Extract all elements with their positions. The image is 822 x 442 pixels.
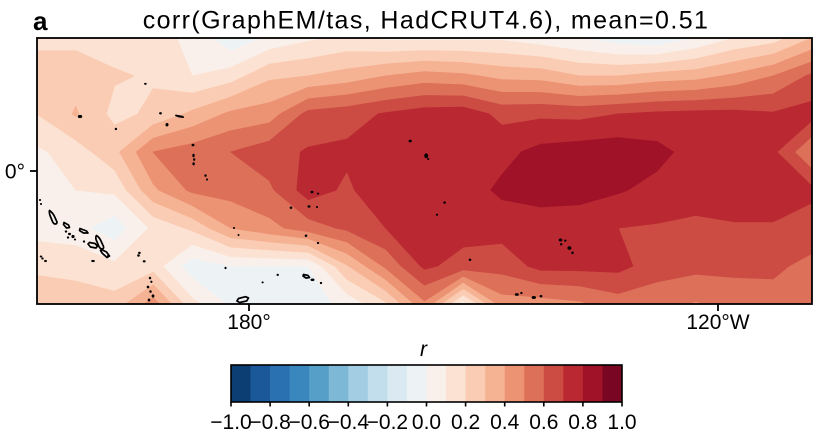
svg-text:−0.4: −0.4 (328, 411, 370, 434)
svg-text:0.4: 0.4 (490, 411, 520, 434)
svg-text:−0.6: −0.6 (288, 411, 329, 434)
svg-text:−0.8: −0.8 (249, 411, 290, 434)
svg-text:−1.0: −1.0 (210, 411, 251, 434)
svg-text:1.0: 1.0 (607, 411, 636, 434)
svg-text:0°: 0° (5, 161, 25, 184)
svg-text:−0.2: −0.2 (367, 411, 408, 434)
svg-text:corr(GraphEM/tas, HadCRUT4.6),: corr(GraphEM/tas, HadCRUT4.6), mean=0.51 (143, 7, 710, 35)
svg-text:120°W: 120°W (686, 311, 749, 334)
svg-text:r: r (420, 338, 428, 361)
svg-text:a: a (33, 6, 48, 36)
svg-text:0.8: 0.8 (568, 411, 597, 434)
svg-text:0.6: 0.6 (529, 411, 558, 434)
svg-text:180°: 180° (227, 311, 270, 334)
svg-text:0.0: 0.0 (412, 411, 441, 434)
svg-text:0.2: 0.2 (451, 411, 480, 434)
